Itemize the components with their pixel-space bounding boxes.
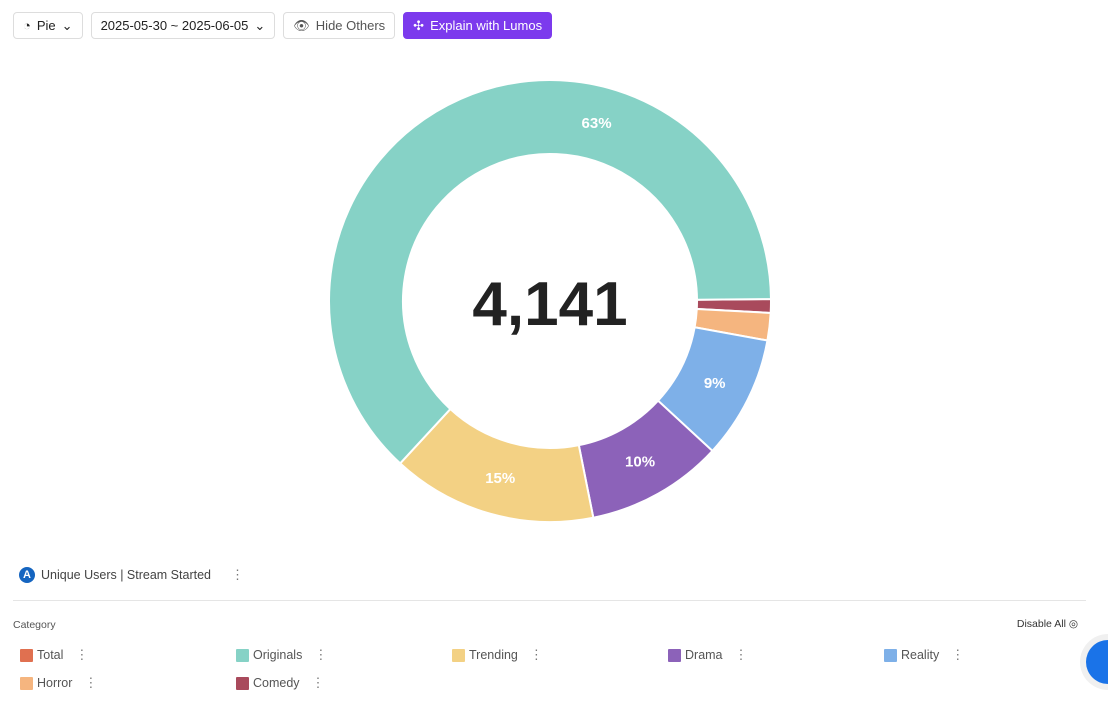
more-icon[interactable]: ⋮ [529, 647, 543, 662]
legend-label: Horror [37, 676, 73, 690]
sparkle-icon: ✣ [413, 17, 425, 33]
metric-row: A Unique Users | Stream Started ⋮ [19, 567, 244, 583]
more-icon[interactable]: ⋮ [311, 675, 325, 690]
legend-item-originals[interactable]: Originals ⋮ [236, 647, 452, 663]
divider [13, 600, 1086, 601]
legend-label: Comedy [253, 676, 300, 690]
legend-label: Drama [685, 648, 723, 662]
legend-item-comedy[interactable]: Comedy ⋮ [236, 675, 452, 691]
legend-title: Category [13, 619, 56, 631]
donut-chart: 9% 10% 15% 63% 4,141 [328, 79, 773, 523]
pie-chart-icon: ◔ [23, 18, 31, 33]
metric-badge: A [19, 567, 35, 583]
more-icon[interactable]: ⋮ [84, 675, 98, 690]
total-value: 4,141 [472, 270, 627, 339]
legend-swatch [20, 676, 33, 690]
legend-item-reality[interactable]: Reality ⋮ [884, 647, 1100, 663]
slice-label-reality: 9% [704, 375, 726, 392]
slice-label-drama: 10% [625, 453, 655, 470]
legend-swatch [452, 648, 465, 662]
legend-item-horror[interactable]: Horror ⋮ [20, 675, 236, 691]
slice-label-trending: 15% [485, 470, 515, 487]
date-range-dropdown[interactable]: 2025-05-30 ~ 2025-06-05 ⌄ [90, 12, 276, 39]
hide-others-button[interactable]: 👁 Hide Others [283, 12, 396, 39]
more-icon[interactable]: ⋮ [734, 647, 748, 662]
eye-icon: 👁 [293, 17, 310, 33]
legend-swatch [884, 648, 897, 662]
legend-item-drama[interactable]: Drama ⋮ [668, 647, 884, 663]
explain-with-lumos-button[interactable]: ✣ Explain with Lumos [403, 12, 553, 39]
legend-swatch [236, 648, 249, 662]
legend-label: Originals [253, 648, 303, 662]
metric-label: Unique Users | Stream Started [41, 568, 211, 582]
legend-swatch [236, 676, 249, 690]
chevron-down-icon: ⌄ [254, 17, 266, 33]
help-fab[interactable] [1086, 640, 1108, 684]
disable-all-button[interactable]: Disable All ◎ [1016, 618, 1078, 630]
legend: Total ⋮ Originals ⋮ Trending ⋮ Drama ⋮ Reality ⋮ H… [20, 647, 1080, 691]
legend-swatch [20, 648, 33, 662]
more-icon[interactable]: ⋮ [951, 647, 965, 662]
more-icon[interactable]: ⋮ [314, 647, 328, 662]
legend-label: Reality [901, 648, 940, 662]
slice-label-originals: 63% [582, 115, 612, 132]
more-icon[interactable]: ⋮ [75, 647, 89, 662]
legend-label: Trending [469, 648, 518, 662]
chart-type-dropdown[interactable]: ◔ Pie ⌄ [13, 12, 83, 39]
chevron-down-icon: ⌄ [61, 17, 73, 33]
legend-label: Total [37, 648, 64, 662]
legend-swatch [668, 648, 681, 662]
slice-originals[interactable] [328, 79, 773, 465]
more-icon[interactable]: ⋮ [230, 567, 244, 582]
legend-item-total[interactable]: Total ⋮ [20, 647, 236, 663]
legend-item-trending[interactable]: Trending ⋮ [452, 647, 668, 663]
eye-icon: ◎ [1068, 618, 1078, 630]
